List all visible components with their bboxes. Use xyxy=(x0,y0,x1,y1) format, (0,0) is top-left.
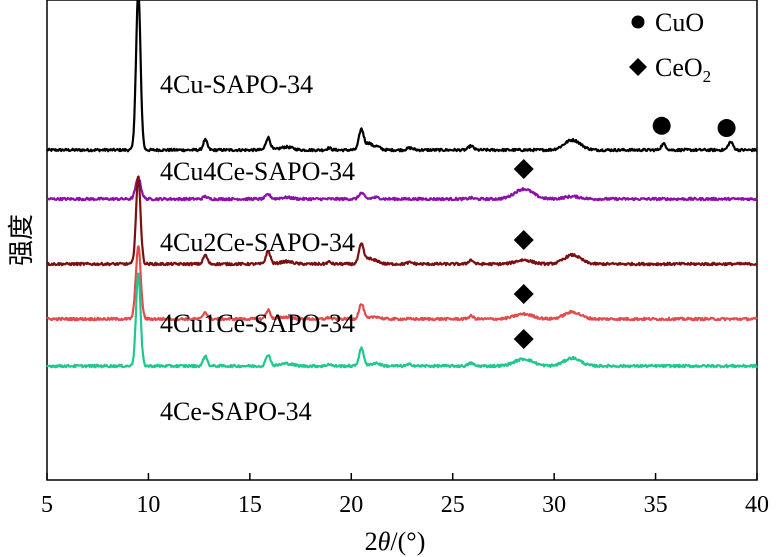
cuo-marker-icon xyxy=(652,116,671,135)
series-group xyxy=(46,0,758,369)
legend-circle-icon xyxy=(631,15,645,29)
legend: CuO CeO2 xyxy=(629,8,711,86)
cuo-marker-icon xyxy=(717,119,736,138)
series-line-4cu4ce-sapo-34 xyxy=(46,177,758,202)
ceo2-marker-icon xyxy=(513,284,534,304)
y-axis-title: 强度 xyxy=(7,214,37,266)
x-axis-ticks: 5 10 15 20 25 30 35 40 xyxy=(41,473,769,518)
series-labels: 4Cu-SAPO-34 4Cu4Ce-SAPO-34 4Cu2Ce-SAPO-34 4… xyxy=(160,70,355,426)
series-line-4cu2ce-sapo-34 xyxy=(46,175,758,267)
phase-markers xyxy=(513,116,736,349)
x-axis-title-var: θ xyxy=(378,527,391,556)
x-tick-label: 10 xyxy=(136,492,160,518)
legend-diamond-icon xyxy=(629,58,647,76)
legend-label-ceo2: CeO2 xyxy=(655,53,711,86)
legend-label-cuo: CuO xyxy=(655,8,704,37)
x-tick-label: 20 xyxy=(339,492,363,518)
x-axis-title-suffix: /(°) xyxy=(390,527,425,556)
legend-label-ceo2-main: CeO xyxy=(655,53,703,82)
ceo2-marker-icon xyxy=(513,329,534,349)
series-label-4cu2ce-sapo-34: 4Cu2Ce-SAPO-34 xyxy=(160,228,355,257)
x-tick-label: 25 xyxy=(441,492,465,518)
x-tick-label: 5 xyxy=(41,492,53,518)
series-line-4ce-sapo-34 xyxy=(46,272,758,369)
x-tick-label: 40 xyxy=(745,492,769,518)
series-line-4cu-sapo-34 xyxy=(46,0,758,153)
series-label-4ce-sapo-34: 4Ce-SAPO-34 xyxy=(160,397,312,426)
plot-frame xyxy=(46,0,758,481)
ceo2-marker-icon xyxy=(513,159,534,179)
x-axis-title: 2θ/(°) xyxy=(365,527,426,556)
x-tick-label: 35 xyxy=(644,492,668,518)
series-label-4cu-sapo-34: 4Cu-SAPO-34 xyxy=(160,70,313,99)
legend-label-ceo2-sub: 2 xyxy=(703,67,712,86)
x-tick-label: 30 xyxy=(542,492,566,518)
series-line-4cu1ce-sapo-34 xyxy=(46,245,758,322)
ceo2-marker-icon xyxy=(513,230,534,250)
series-label-4cu4ce-sapo-34: 4Cu4Ce-SAPO-34 xyxy=(160,157,355,186)
x-tick-label: 15 xyxy=(238,492,262,518)
x-axis-title-prefix: 2 xyxy=(365,527,378,556)
series-label-4cu1ce-sapo-34: 4Cu1Ce-SAPO-34 xyxy=(160,309,355,338)
